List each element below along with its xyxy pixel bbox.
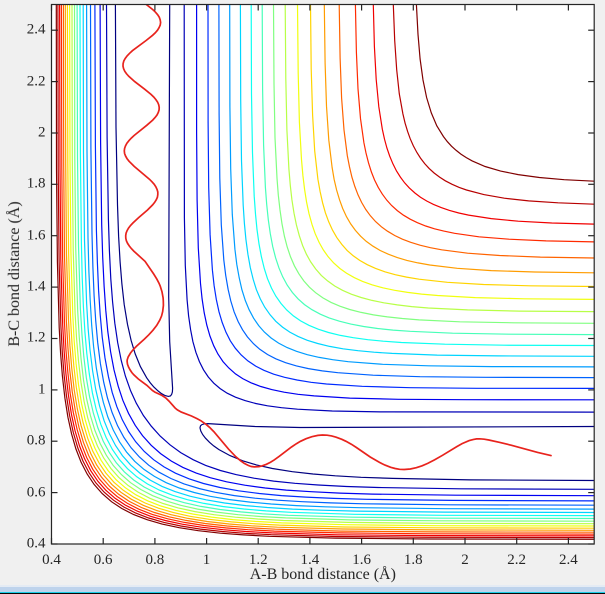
y-tick-label: 1.2 — [26, 329, 46, 346]
x-tick-label: 0.8 — [145, 552, 165, 568]
contour-line — [415, 4, 595, 182]
x-tick-label: 1.8 — [403, 552, 423, 568]
contour-line — [89, 4, 595, 506]
contour-line — [296, 4, 595, 300]
y-tick-label: 1.6 — [26, 227, 46, 244]
y-tick-label: 2.4 — [26, 21, 46, 38]
x-tick-label: 2.2 — [507, 552, 527, 568]
contour-line — [66, 4, 595, 529]
window-bottom-border — [0, 585, 605, 594]
contour-line — [86, 4, 595, 510]
contour-line — [354, 4, 595, 243]
contour-line — [309, 4, 595, 288]
y-tick-label: 1.8 — [26, 175, 46, 192]
trajectory-line — [122, 4, 552, 471]
contour-line — [99, 4, 595, 497]
plot-area — [51, 4, 595, 544]
contour-line — [114, 4, 174, 398]
contour-line — [64, 4, 595, 531]
contour-line — [105, 4, 595, 490]
contour-line — [239, 4, 595, 357]
y-tick-label: 0.8 — [26, 432, 46, 449]
contour-line — [284, 4, 595, 313]
contour-line — [59, 4, 595, 537]
contour-lines-group — [55, 4, 595, 540]
contour-line — [272, 4, 595, 324]
contour-line — [261, 4, 595, 336]
contour-line — [69, 4, 595, 527]
contour-line — [207, 4, 595, 389]
contour-line — [323, 4, 595, 274]
contour-line — [338, 4, 595, 259]
contour-line — [196, 4, 595, 401]
contour-line — [76, 4, 595, 520]
y-tick-label: 0.4 — [26, 535, 46, 552]
contour-line — [229, 4, 595, 368]
x-tick-label: 1 — [202, 552, 211, 568]
x-tick-label: 1.2 — [248, 552, 268, 568]
y-tick-label: 2 — [38, 124, 46, 141]
x-tick-label: 0.4 — [42, 552, 61, 568]
window-border-band-blue — [0, 587, 605, 592]
x-tick-label: 0.6 — [93, 552, 113, 568]
contour-line — [62, 4, 595, 533]
contour-line — [218, 4, 595, 379]
axes-box — [50, 3, 595, 545]
y-axis-label: B-C bond distance (Å) — [6, 201, 23, 347]
contour-line — [372, 4, 595, 225]
x-tick-label: 2 — [461, 552, 469, 568]
contour-line — [71, 4, 595, 525]
contour-line — [250, 4, 595, 347]
contour-line — [94, 4, 595, 502]
y-tick-label: 0.6 — [26, 484, 46, 501]
x-axis-label: A-B bond distance (Å) — [249, 566, 396, 583]
x-tick-label: 1.6 — [352, 552, 371, 568]
contour-line — [55, 4, 595, 540]
x-tick-label: 1.4 — [300, 552, 320, 568]
x-tick-label: 2.4 — [558, 552, 578, 568]
contour-line — [60, 4, 595, 535]
window-border-band-light — [0, 585, 605, 587]
contour-line — [73, 4, 595, 522]
y-tick-label: 1.4 — [26, 278, 46, 295]
contour-line — [82, 4, 595, 514]
contour-line — [57, 4, 595, 539]
y-tick-label: 1 — [38, 381, 46, 398]
contour-line — [392, 4, 595, 205]
y-tick-label: 2.2 — [26, 73, 46, 90]
window-border-accent-line — [0, 591, 605, 593]
contour-line — [79, 4, 595, 517]
contour-line — [183, 4, 595, 413]
